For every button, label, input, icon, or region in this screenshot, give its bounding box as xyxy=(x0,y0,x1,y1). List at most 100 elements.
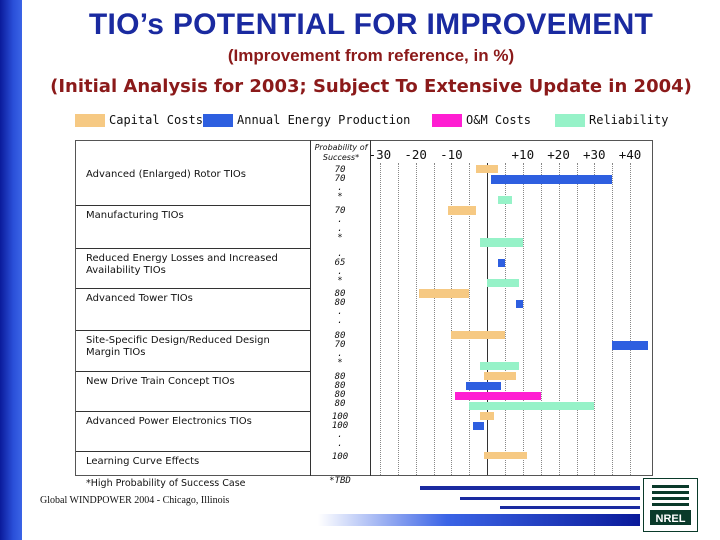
probability-cell: 80 70. * xyxy=(312,332,368,368)
tbd-note: *TBD xyxy=(329,476,351,486)
grid-line xyxy=(612,163,614,475)
probability-value: . xyxy=(337,439,343,449)
probability-cell: 80 80 80 80 xyxy=(312,373,368,409)
bar-capital-costs xyxy=(483,452,527,459)
probability-value: * xyxy=(337,192,343,202)
bar-capital-costs xyxy=(483,372,516,380)
bar-reliability xyxy=(487,279,520,287)
grid-line xyxy=(397,163,399,475)
legend-swatch xyxy=(555,113,585,127)
legend-swatch xyxy=(75,113,105,127)
grid-line xyxy=(540,163,542,475)
x-tick-label: -20 xyxy=(404,147,427,162)
bar-capital-costs xyxy=(476,165,498,174)
row-label: New Drive Train Concept TIOs xyxy=(86,376,235,387)
grid-line xyxy=(433,163,435,475)
bar-o-m-costs xyxy=(455,392,541,400)
probability-value: 65 xyxy=(334,258,346,268)
row-label: Manufacturing TIOs xyxy=(86,210,184,221)
footnote: *High Probability of Success Case xyxy=(86,478,246,489)
probability-value: . xyxy=(337,183,343,193)
grid-line xyxy=(594,163,596,475)
bar-reliability xyxy=(469,402,595,410)
grid-line xyxy=(469,163,471,475)
row-separator xyxy=(76,205,310,206)
grid-line xyxy=(505,163,507,475)
probability-value: * xyxy=(337,276,343,286)
row-separator xyxy=(76,248,310,249)
row-label: Reduced Energy Losses and Increased Avai… xyxy=(86,253,278,276)
grid-line xyxy=(630,163,632,475)
bar-reliability xyxy=(480,361,520,370)
left-accent-bar xyxy=(0,0,22,540)
probability-column-divider xyxy=(370,140,371,476)
probability-value: . xyxy=(337,249,343,259)
probability-value: . xyxy=(337,316,343,326)
footer-stripe-2 xyxy=(460,497,640,500)
row-label: Site-Specific Design/Reduced Design Marg… xyxy=(86,335,270,358)
x-tick-label: +10 xyxy=(511,147,535,162)
probability-cell: 70.. * xyxy=(312,207,368,243)
x-tick-label: +20 xyxy=(547,147,570,162)
probability-value: * xyxy=(337,233,343,243)
probability-cell: 100 xyxy=(312,453,368,462)
row-separator xyxy=(76,411,310,412)
probability-value: 80 xyxy=(334,331,346,341)
row-label: Learning Curve Effects xyxy=(86,456,200,467)
legend-label: Annual Energy Production xyxy=(237,113,411,127)
legend-label: Capital Costs xyxy=(109,113,203,127)
x-tick-label: +40 xyxy=(618,147,642,162)
x-tick-label: -30 xyxy=(368,147,392,162)
bar-annual-energy-production xyxy=(465,382,502,390)
probability-value: . xyxy=(337,224,343,234)
grid-line xyxy=(415,163,417,475)
probability-value: 80 xyxy=(334,298,346,308)
label-column-divider xyxy=(310,140,311,476)
grid-line xyxy=(522,163,524,475)
probability-value: 80 xyxy=(334,372,346,382)
zero-line xyxy=(487,163,489,475)
bar-annual-energy-production xyxy=(515,299,523,308)
page-title: TIO’s POTENTIAL FOR IMPROVEMENT xyxy=(88,8,654,41)
row-separator xyxy=(76,451,310,452)
probability-value: 100 xyxy=(331,452,349,462)
bar-capital-costs xyxy=(447,206,477,215)
grid-line xyxy=(576,163,578,475)
row-separator xyxy=(76,371,310,372)
x-tick-label: -10 xyxy=(440,147,463,162)
bar-capital-costs xyxy=(419,289,470,298)
grid-line xyxy=(380,163,381,475)
probability-value: * xyxy=(337,358,343,368)
probability-cell: 100 100.. xyxy=(312,413,368,449)
probability-value: . xyxy=(337,349,343,359)
probability-header: Probability of Success* xyxy=(314,143,368,162)
bar-capital-costs xyxy=(451,331,506,340)
legend-label: O&M Costs xyxy=(466,113,532,127)
footer-stripe-1 xyxy=(420,486,640,490)
row-label: Advanced Tower TIOs xyxy=(86,293,193,304)
probability-value: 70 xyxy=(334,174,346,184)
footer-stripe-3 xyxy=(500,506,640,509)
probability-value: . xyxy=(337,430,343,440)
probability-value: 80 xyxy=(334,399,346,409)
grid-line xyxy=(451,163,453,475)
probability-value: 70 xyxy=(334,165,346,175)
page-subtitle: (Improvement from reference, in %) xyxy=(227,46,515,65)
grid-line xyxy=(558,163,560,475)
probability-value: . xyxy=(337,307,343,317)
row-label: Advanced (Enlarged) Rotor TIOs xyxy=(86,169,246,180)
probability-value: 80 xyxy=(334,381,346,391)
probability-value: . xyxy=(337,215,343,225)
legend-swatch xyxy=(203,113,233,127)
probability-value: 70 xyxy=(334,206,346,216)
legend-item: Annual Energy Production xyxy=(203,113,410,127)
legend-item: O&M Costs xyxy=(432,113,531,127)
probability-value: . xyxy=(337,267,343,277)
probability-value: 80 xyxy=(334,289,346,299)
chart-table-frame xyxy=(75,140,653,476)
probability-cell: . 65. * xyxy=(312,250,368,286)
legend-item: Reliability xyxy=(555,113,668,127)
row-separator xyxy=(76,288,310,289)
bar-capital-costs xyxy=(480,412,495,420)
probability-value: 70 xyxy=(334,340,346,350)
